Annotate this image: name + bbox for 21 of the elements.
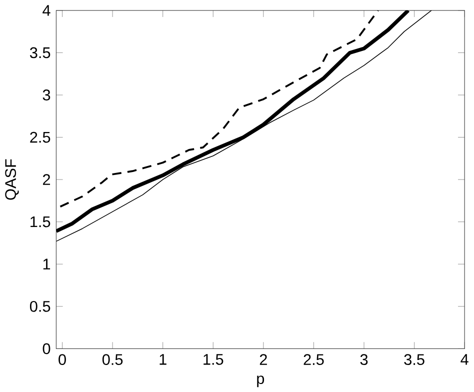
y-tick-label: 3 [42,89,50,100]
x-axis-title: p [257,375,264,387]
y-tick-label: 1.5 [30,216,50,228]
y-tick-label: 2.5 [30,132,50,143]
y-tick-label: 1 [43,258,50,270]
y-tick-label: 0 [42,343,50,354]
y-tick-label: 4 [42,5,50,16]
y-tick-label: 3.5 [30,47,50,58]
x-tick-label: 0.5 [102,354,123,365]
x-tick-label: 2.5 [304,354,324,365]
line-series [59,10,380,208]
x-tick-label: 3.5 [404,354,424,365]
y-tick-label: 2 [42,174,50,185]
x-tick-label: 0 [58,354,66,365]
x-tick-label: 1.5 [204,354,224,365]
x-tick-label: 1 [160,354,166,365]
y-axis-title: QASF [5,159,19,200]
y-tick-label: 0.5 [30,300,50,312]
x-tick-label: 3 [360,354,368,365]
x-tick-label: 2 [260,354,267,365]
x-tick-label: 4 [460,354,468,365]
